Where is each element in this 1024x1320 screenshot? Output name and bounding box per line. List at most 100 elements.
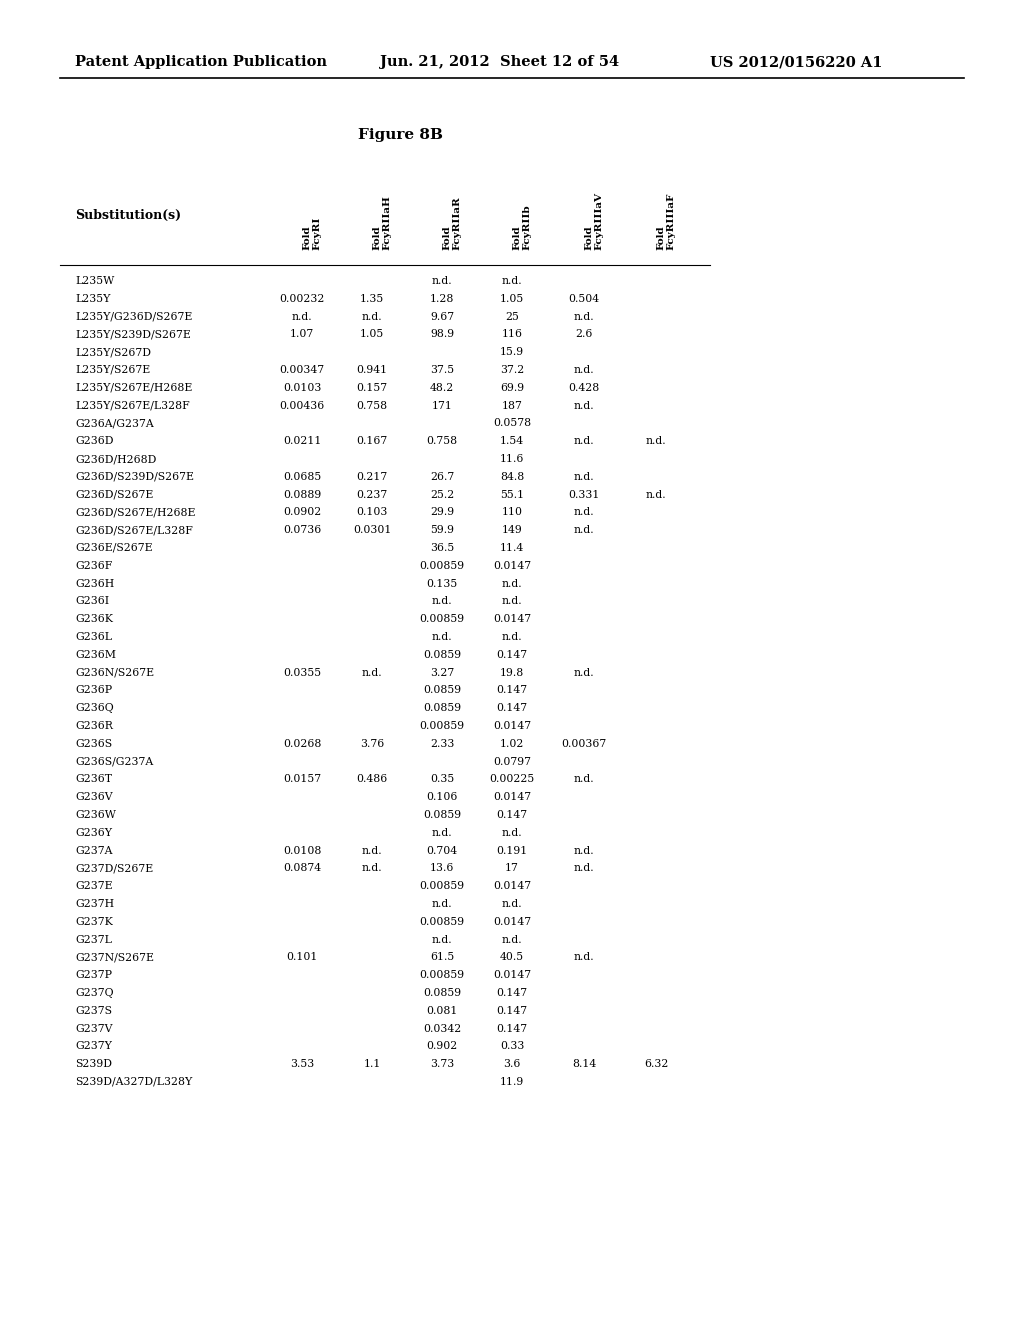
Text: 1.02: 1.02 [500, 739, 524, 748]
Text: 0.081: 0.081 [426, 1006, 458, 1016]
Text: 11.4: 11.4 [500, 543, 524, 553]
Text: n.d.: n.d. [361, 312, 382, 322]
Text: n.d.: n.d. [361, 668, 382, 677]
Text: 61.5: 61.5 [430, 953, 454, 962]
Text: 0.941: 0.941 [356, 366, 387, 375]
Text: G237D/S267E: G237D/S267E [75, 863, 154, 874]
Text: 1.35: 1.35 [359, 294, 384, 304]
Text: 0.0301: 0.0301 [353, 525, 391, 535]
Text: 59.9: 59.9 [430, 525, 454, 535]
Text: 0.147: 0.147 [497, 1023, 527, 1034]
Text: 0.147: 0.147 [497, 704, 527, 713]
Text: G237V: G237V [75, 1023, 113, 1034]
Text: 0.0268: 0.0268 [283, 739, 322, 748]
Text: 40.5: 40.5 [500, 953, 524, 962]
Text: 171: 171 [431, 400, 453, 411]
Text: G236D/H268D: G236D/H268D [75, 454, 157, 465]
Text: 0.191: 0.191 [497, 846, 527, 855]
Text: n.d.: n.d. [361, 846, 382, 855]
Text: G236I: G236I [75, 597, 110, 606]
Text: n.d.: n.d. [432, 935, 453, 945]
Text: 0.0355: 0.0355 [283, 668, 322, 677]
Text: G237L: G237L [75, 935, 112, 945]
Text: 0.147: 0.147 [497, 1006, 527, 1016]
Text: 0.00225: 0.00225 [489, 775, 535, 784]
Text: 0.00347: 0.00347 [280, 366, 325, 375]
Text: US 2012/0156220 A1: US 2012/0156220 A1 [710, 55, 883, 69]
Text: n.d.: n.d. [361, 863, 382, 874]
Text: n.d.: n.d. [502, 276, 522, 286]
Text: n.d.: n.d. [573, 525, 594, 535]
Text: Patent Application Publication: Patent Application Publication [75, 55, 327, 69]
Text: 0.106: 0.106 [426, 792, 458, 803]
Text: 0.147: 0.147 [497, 685, 527, 696]
Text: n.d.: n.d. [432, 276, 453, 286]
Text: 0.0147: 0.0147 [493, 614, 531, 624]
Text: G237S: G237S [75, 1006, 112, 1016]
Text: 0.00436: 0.00436 [280, 400, 325, 411]
Text: 9.67: 9.67 [430, 312, 454, 322]
Text: L235Y/S267E/H268E: L235Y/S267E/H268E [75, 383, 193, 393]
Text: 0.0147: 0.0147 [493, 721, 531, 731]
Text: 26.7: 26.7 [430, 471, 454, 482]
Text: 0.00859: 0.00859 [420, 882, 465, 891]
Text: L235Y/S267E: L235Y/S267E [75, 366, 151, 375]
Text: n.d.: n.d. [573, 775, 594, 784]
Text: S239D/A327D/L328Y: S239D/A327D/L328Y [75, 1077, 193, 1086]
Text: 11.9: 11.9 [500, 1077, 524, 1086]
Text: G237Y: G237Y [75, 1041, 112, 1052]
Text: L235Y/G236D/S267E: L235Y/G236D/S267E [75, 312, 193, 322]
Text: 36.5: 36.5 [430, 543, 454, 553]
Text: 1.05: 1.05 [359, 330, 384, 339]
Text: G237K: G237K [75, 917, 113, 927]
Text: 0.0859: 0.0859 [423, 810, 461, 820]
Text: 0.486: 0.486 [356, 775, 388, 784]
Text: L235Y/S267E/L328F: L235Y/S267E/L328F [75, 400, 189, 411]
Text: 8.14: 8.14 [571, 1059, 596, 1069]
Text: n.d.: n.d. [432, 828, 453, 838]
Text: n.d.: n.d. [573, 507, 594, 517]
Text: 0.0211: 0.0211 [283, 436, 322, 446]
Text: G236D/S239D/S267E: G236D/S239D/S267E [75, 471, 194, 482]
Text: G236V: G236V [75, 792, 113, 803]
Text: 69.9: 69.9 [500, 383, 524, 393]
Text: 0.758: 0.758 [356, 400, 387, 411]
Text: 0.0147: 0.0147 [493, 792, 531, 803]
Text: n.d.: n.d. [432, 632, 453, 642]
Text: 1.28: 1.28 [430, 294, 455, 304]
Text: 0.0578: 0.0578 [493, 418, 531, 429]
Text: n.d.: n.d. [573, 953, 594, 962]
Text: 0.0147: 0.0147 [493, 917, 531, 927]
Text: 0.00232: 0.00232 [280, 294, 325, 304]
Text: 0.0342: 0.0342 [423, 1023, 461, 1034]
Text: Substitution(s): Substitution(s) [75, 209, 181, 222]
Text: 3.27: 3.27 [430, 668, 454, 677]
Text: L235Y/S239D/S267E: L235Y/S239D/S267E [75, 330, 190, 339]
Text: G236M: G236M [75, 649, 116, 660]
Text: 0.00859: 0.00859 [420, 721, 465, 731]
Text: Fold
FcyRIIb: Fold FcyRIIb [512, 205, 531, 249]
Text: 11.6: 11.6 [500, 454, 524, 465]
Text: 1.07: 1.07 [290, 330, 314, 339]
Text: 19.8: 19.8 [500, 668, 524, 677]
Text: G237P: G237P [75, 970, 112, 981]
Text: 0.704: 0.704 [426, 846, 458, 855]
Text: n.d.: n.d. [432, 899, 453, 909]
Text: 0.504: 0.504 [568, 294, 600, 304]
Text: n.d.: n.d. [502, 899, 522, 909]
Text: 0.147: 0.147 [497, 810, 527, 820]
Text: G237N/S267E: G237N/S267E [75, 953, 154, 962]
Text: 0.00859: 0.00859 [420, 917, 465, 927]
Text: 2.6: 2.6 [575, 330, 593, 339]
Text: 0.237: 0.237 [356, 490, 388, 499]
Text: L235Y/S267D: L235Y/S267D [75, 347, 151, 358]
Text: G236K: G236K [75, 614, 113, 624]
Text: n.d.: n.d. [646, 490, 667, 499]
Text: n.d.: n.d. [573, 436, 594, 446]
Text: 3.76: 3.76 [359, 739, 384, 748]
Text: G236N/S267E: G236N/S267E [75, 668, 155, 677]
Text: G236W: G236W [75, 810, 116, 820]
Text: G236T: G236T [75, 775, 112, 784]
Text: 55.1: 55.1 [500, 490, 524, 499]
Text: n.d.: n.d. [502, 597, 522, 606]
